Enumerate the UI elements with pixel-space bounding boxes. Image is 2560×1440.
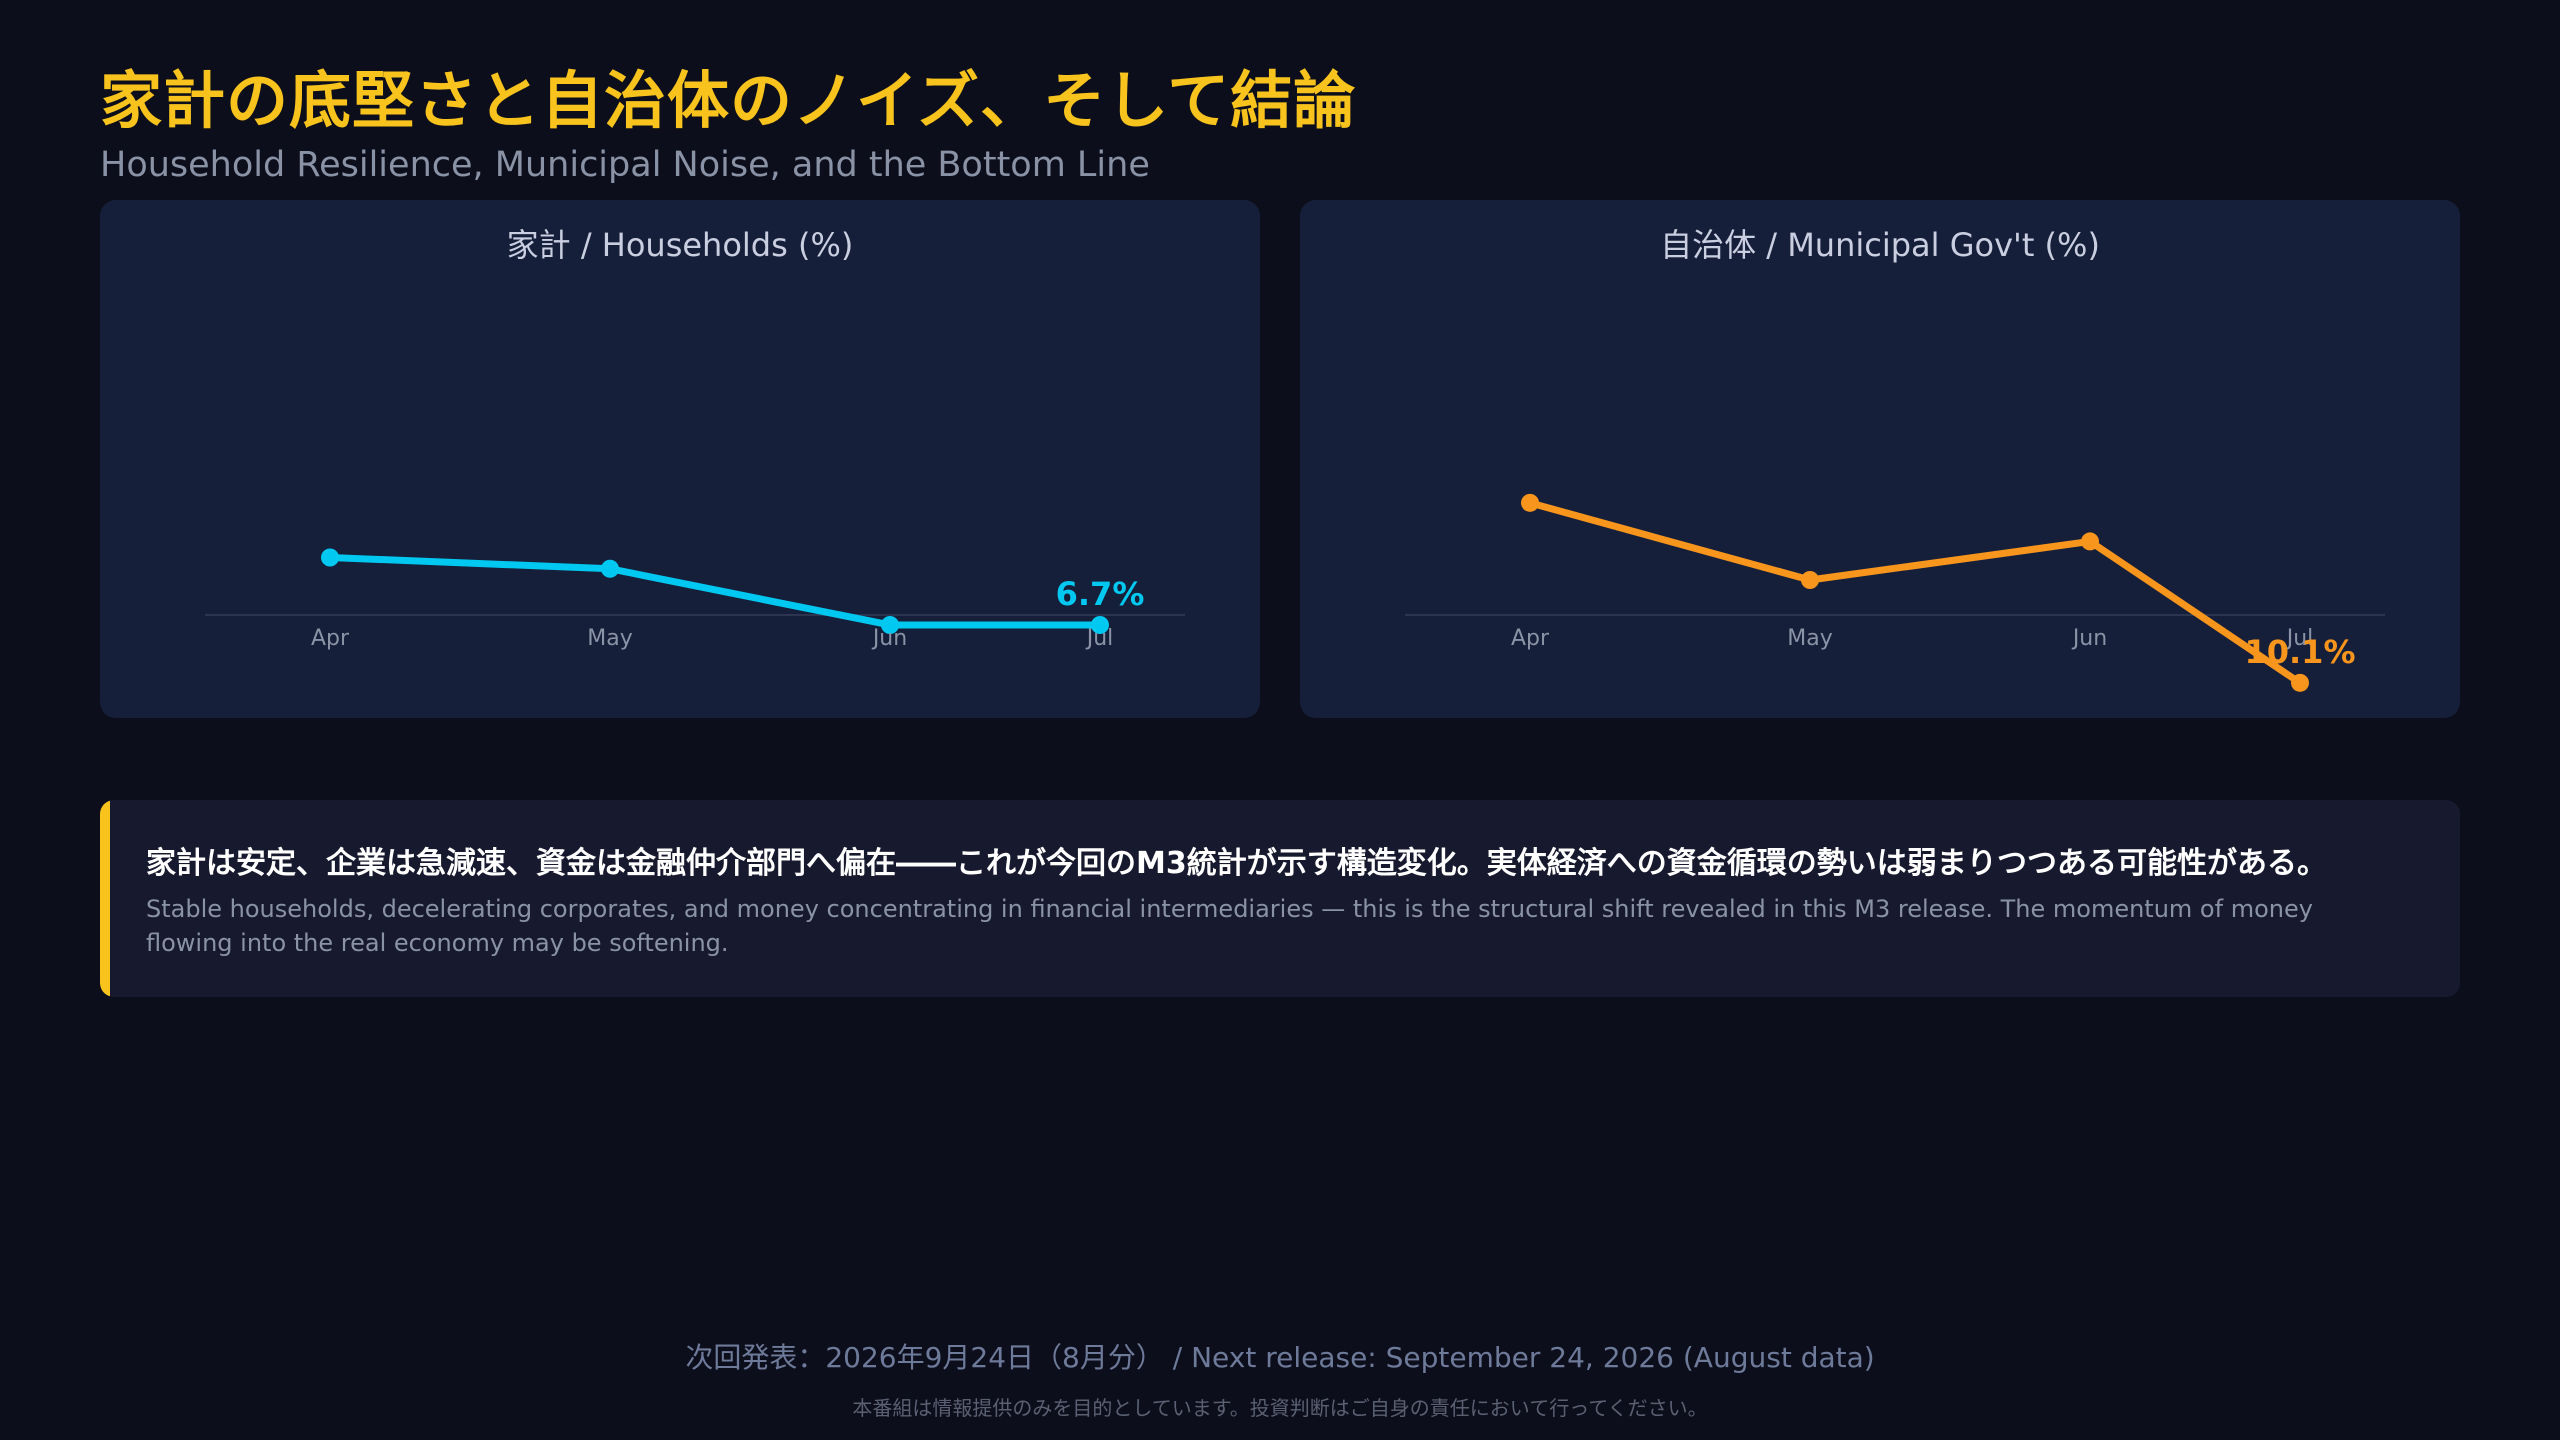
households-chart-title: 家計 / Households (%) bbox=[506, 226, 854, 264]
municipal-chart-title: 自治体 / Municipal Gov't (%) bbox=[1660, 226, 2100, 264]
municipal-x-tick-may: May bbox=[1787, 626, 1832, 651]
households-x-tick-jul: Jul bbox=[1085, 626, 1114, 651]
conclusion-text-en: Stable households, decelerating corporat… bbox=[146, 895, 2313, 957]
next-release-note: 次回発表：2026年9月24日（8月分） / Next release: Sep… bbox=[685, 1341, 1875, 1374]
municipal-x-tick-apr: Apr bbox=[1511, 626, 1550, 651]
page-subtitle: Household Resilience, Municipal Noise, a… bbox=[100, 145, 1150, 185]
households-point-apr bbox=[321, 548, 339, 567]
municipal-end-value-label: 10.1% bbox=[2244, 633, 2355, 671]
municipal-point-apr bbox=[1521, 493, 1539, 512]
households-x-tick-apr: Apr bbox=[311, 626, 350, 651]
conclusion-text-ja: 家計は安定、企業は急減速、資金は金融仲介部門へ偏在――これが今回のM3統計が示す… bbox=[146, 846, 2328, 881]
disclaimer: 本番組は情報提供のみを目的としています。投資判断はご自身の責任において行ってくだ… bbox=[852, 1396, 1708, 1420]
page-title: 家計の底堅さと自治体のノイズ、そして結論 bbox=[100, 64, 1357, 137]
municipal-x-tick-jul: Jul bbox=[2285, 626, 2314, 651]
municipal-chart-panel: 自治体 / Municipal Gov't (%) Apr May Jun Jul 10… bbox=[1300, 200, 2460, 718]
households-line-chart: Apr May Jun Jul 6.7% bbox=[205, 548, 1185, 651]
households-series-line bbox=[326, 554, 1104, 629]
households-x-tick-jun: Jun bbox=[871, 626, 907, 651]
municipal-point-jun bbox=[2081, 532, 2099, 551]
households-point-jul bbox=[1091, 616, 1109, 634]
municipal-series-line bbox=[1526, 499, 2304, 687]
conclusion-accent-bar bbox=[100, 800, 110, 997]
households-end-value-label: 6.7% bbox=[1056, 575, 1145, 613]
municipal-x-tick-jun: Jun bbox=[2071, 626, 2107, 651]
households-point-may bbox=[601, 559, 619, 578]
households-point-jun bbox=[881, 616, 899, 634]
municipal-point-may bbox=[1801, 571, 1819, 589]
conclusion-box: 家計は安定、企業は急減速、資金は金融仲介部門へ偏在――これが今回のM3統計が示す… bbox=[100, 800, 2460, 997]
municipal-point-jul bbox=[2291, 673, 2309, 692]
households-chart-panel: 家計 / Households (%) Apr May Jun Jul 6.7% bbox=[100, 200, 1260, 718]
households-x-tick-may: May bbox=[587, 626, 632, 651]
